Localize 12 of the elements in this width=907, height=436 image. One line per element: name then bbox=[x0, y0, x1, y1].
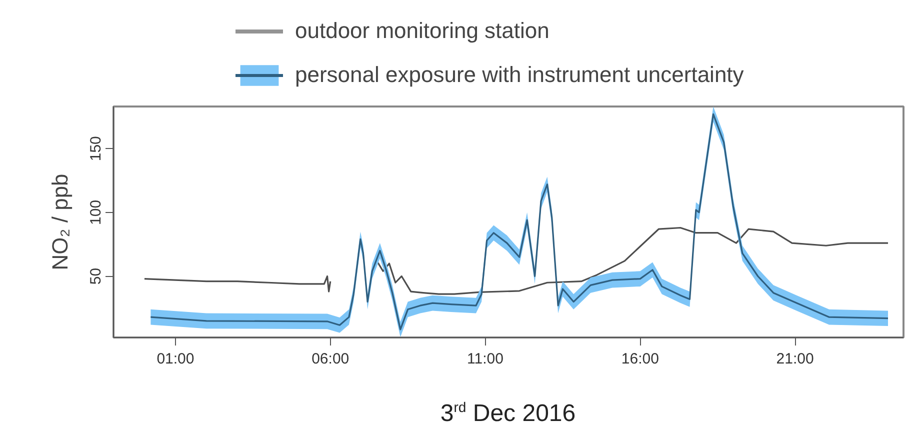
x-axis-title: 3$^{rd}$ Dec 2016 bbox=[439, 398, 577, 429]
y-tick-label: 150 bbox=[88, 136, 104, 162]
x-tick-label: 16:00 bbox=[621, 350, 659, 368]
x-tick-label: 21:00 bbox=[776, 350, 814, 368]
x-tick-label: 01:00 bbox=[156, 350, 194, 368]
x-tick-label: 06:00 bbox=[312, 350, 350, 368]
y-axis-title: NO₂ / ppb bbox=[48, 174, 72, 270]
legend-label: personal exposure with instrument uncertainty bbox=[295, 62, 744, 88]
legend-label: outdoor monitoring station bbox=[295, 18, 550, 44]
y-tick-label: 100 bbox=[88, 200, 104, 225]
y-tick-label: 50 bbox=[88, 268, 104, 285]
x-tick-label: 11:00 bbox=[467, 350, 504, 368]
